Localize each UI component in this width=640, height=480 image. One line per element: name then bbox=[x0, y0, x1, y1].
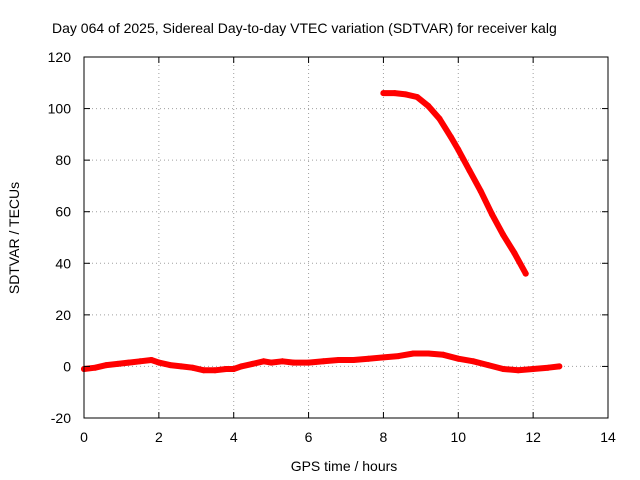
data-point bbox=[238, 363, 245, 370]
y-tick-label: 20 bbox=[55, 307, 71, 323]
data-point bbox=[380, 90, 387, 97]
data-point bbox=[470, 358, 477, 365]
x-tick-label: 2 bbox=[155, 429, 163, 445]
data-point bbox=[466, 167, 473, 174]
chart-title: Day 064 of 2025, Sidereal Day-to-day VTE… bbox=[52, 20, 557, 36]
y-tick-label: 60 bbox=[55, 204, 71, 220]
data-point bbox=[125, 359, 132, 366]
data-point bbox=[249, 360, 256, 367]
y-tick-label: -20 bbox=[51, 410, 71, 426]
data-point bbox=[395, 353, 402, 360]
x-tick-label: 12 bbox=[525, 429, 541, 445]
data-point bbox=[380, 354, 387, 361]
data-point bbox=[436, 115, 443, 122]
data-point bbox=[425, 350, 432, 357]
data-point bbox=[455, 355, 462, 362]
data-point bbox=[477, 188, 484, 195]
x-tick-label: 8 bbox=[380, 429, 388, 445]
x-tick-label: 14 bbox=[600, 429, 616, 445]
y-tick-label: 0 bbox=[63, 358, 71, 374]
data-point bbox=[279, 358, 286, 365]
data-point bbox=[440, 351, 447, 358]
data-point bbox=[92, 364, 99, 371]
data-point bbox=[455, 146, 462, 153]
data-point bbox=[230, 366, 237, 372]
data-point bbox=[189, 364, 196, 371]
x-tick-label: 0 bbox=[80, 429, 88, 445]
axis-ticks bbox=[83, 56, 609, 419]
data-point bbox=[485, 362, 492, 369]
y-tick-label: 40 bbox=[55, 255, 71, 271]
data-point bbox=[515, 367, 522, 374]
data-point bbox=[414, 94, 421, 100]
data-point bbox=[545, 364, 552, 371]
data-series bbox=[81, 90, 563, 374]
data-point bbox=[425, 103, 432, 109]
y-axis-label: SDTVAR / TECUs bbox=[6, 182, 22, 294]
data-point bbox=[530, 366, 537, 372]
data-point bbox=[305, 359, 312, 366]
data-point bbox=[320, 358, 327, 365]
data-point bbox=[511, 250, 518, 256]
x-axis-label: GPS time / hours bbox=[291, 458, 398, 474]
data-point bbox=[365, 355, 372, 362]
plot-frame bbox=[83, 56, 609, 419]
data-point bbox=[410, 350, 417, 357]
data-point bbox=[489, 211, 495, 218]
y-tick-label: 80 bbox=[55, 152, 71, 168]
data-point bbox=[178, 363, 185, 370]
data-point bbox=[155, 359, 162, 366]
data-point bbox=[500, 231, 507, 238]
data-point bbox=[522, 270, 529, 277]
data-point bbox=[137, 358, 144, 365]
data-point bbox=[260, 358, 267, 365]
data-point bbox=[335, 357, 342, 363]
data-point bbox=[268, 359, 275, 366]
data-point bbox=[223, 366, 230, 372]
y-tick-labels: -20 0 20 40 60 80 100 120 bbox=[48, 49, 72, 426]
data-point bbox=[167, 362, 174, 369]
data-point bbox=[103, 362, 110, 369]
x-tick-labels: 0 2 4 6 8 10 12 14 bbox=[80, 429, 616, 445]
data-point bbox=[556, 363, 563, 370]
data-point bbox=[350, 357, 357, 363]
y-tick-label: 120 bbox=[48, 49, 72, 65]
series-satellite-track-2 bbox=[380, 90, 529, 277]
data-point bbox=[391, 90, 398, 97]
data-point bbox=[500, 366, 507, 372]
data-point bbox=[114, 360, 121, 367]
data-point bbox=[402, 91, 409, 98]
x-tick-label: 6 bbox=[305, 429, 313, 445]
y-tick-label: 100 bbox=[48, 101, 72, 117]
data-point bbox=[290, 359, 297, 366]
x-tick-label: 10 bbox=[450, 429, 466, 445]
data-point bbox=[200, 367, 207, 374]
data-point bbox=[212, 367, 218, 374]
data-point bbox=[447, 133, 454, 140]
data-point bbox=[148, 357, 155, 363]
x-tick-label: 4 bbox=[230, 429, 238, 445]
